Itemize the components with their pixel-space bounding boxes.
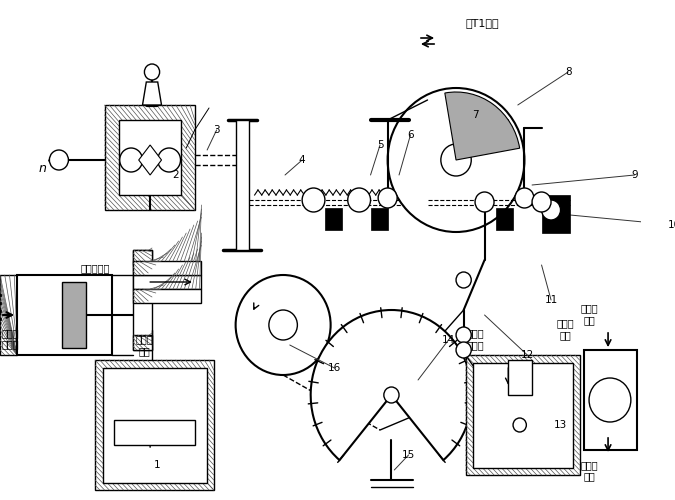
Text: 9: 9	[631, 170, 638, 180]
Bar	[508, 360, 532, 395]
Text: 定压活
门来油: 定压活 门来油	[2, 328, 20, 349]
Bar	[473, 363, 573, 468]
Text: 11: 11	[545, 295, 558, 305]
Text: 7: 7	[472, 110, 479, 120]
Text: 去定量
开关: 去定量 开关	[136, 334, 153, 356]
Text: 14: 14	[442, 335, 455, 345]
Bar	[95, 360, 214, 490]
Bar	[133, 250, 152, 350]
Bar	[585, 350, 637, 450]
Circle shape	[384, 387, 399, 403]
Bar	[119, 120, 180, 195]
Circle shape	[456, 272, 471, 288]
Circle shape	[387, 88, 524, 232]
Text: 6: 6	[407, 130, 414, 140]
Circle shape	[269, 310, 298, 340]
Bar	[325, 208, 342, 230]
Circle shape	[589, 378, 631, 422]
Circle shape	[302, 188, 325, 212]
Bar	[466, 355, 580, 475]
Circle shape	[475, 192, 494, 212]
Bar	[133, 275, 201, 289]
Bar	[371, 208, 387, 230]
Text: 1: 1	[153, 460, 160, 470]
Circle shape	[441, 144, 471, 176]
Text: n: n	[39, 162, 47, 174]
Text: 至回油
系统: 至回油 系统	[556, 318, 574, 340]
Circle shape	[532, 192, 551, 212]
Bar	[61, 282, 86, 348]
Circle shape	[378, 188, 397, 208]
Bar	[236, 120, 249, 250]
Wedge shape	[310, 310, 472, 460]
Circle shape	[144, 64, 159, 80]
Bar	[496, 208, 513, 230]
Text: 5: 5	[377, 140, 383, 150]
Text: 8: 8	[565, 67, 572, 77]
Bar	[133, 335, 152, 350]
Bar	[17, 275, 112, 355]
Circle shape	[456, 342, 471, 358]
Circle shape	[158, 148, 180, 172]
Polygon shape	[139, 145, 161, 175]
Polygon shape	[142, 82, 161, 105]
Circle shape	[348, 188, 371, 212]
Circle shape	[515, 188, 534, 208]
Circle shape	[513, 418, 526, 432]
Wedge shape	[445, 92, 520, 160]
Text: 10: 10	[668, 220, 675, 230]
Text: 至回油
系统: 至回油 系统	[580, 460, 598, 481]
Text: 至回油系统: 至回油系统	[80, 263, 110, 273]
Text: 定压活
门来油: 定压活 门来油	[466, 328, 484, 350]
Bar	[133, 250, 152, 265]
Text: 至回油
系统: 至回油 系统	[580, 304, 598, 325]
Circle shape	[236, 275, 331, 375]
Circle shape	[456, 327, 471, 343]
Bar	[114, 420, 195, 445]
Bar	[105, 105, 195, 210]
Text: 12: 12	[520, 350, 534, 360]
Bar	[133, 289, 201, 303]
Text: 3: 3	[213, 125, 220, 135]
Bar	[133, 261, 201, 275]
Text: 按T1转动: 按T1转动	[466, 18, 500, 28]
Text: 15: 15	[402, 450, 415, 460]
Bar	[103, 368, 207, 483]
Circle shape	[119, 148, 142, 172]
Bar	[541, 195, 570, 233]
Circle shape	[541, 200, 560, 220]
Text: 2: 2	[172, 170, 179, 180]
Text: 4: 4	[299, 155, 306, 165]
Text: 16: 16	[328, 363, 341, 373]
Text: 13: 13	[554, 420, 567, 430]
Bar	[0, 275, 17, 355]
Circle shape	[49, 150, 68, 170]
